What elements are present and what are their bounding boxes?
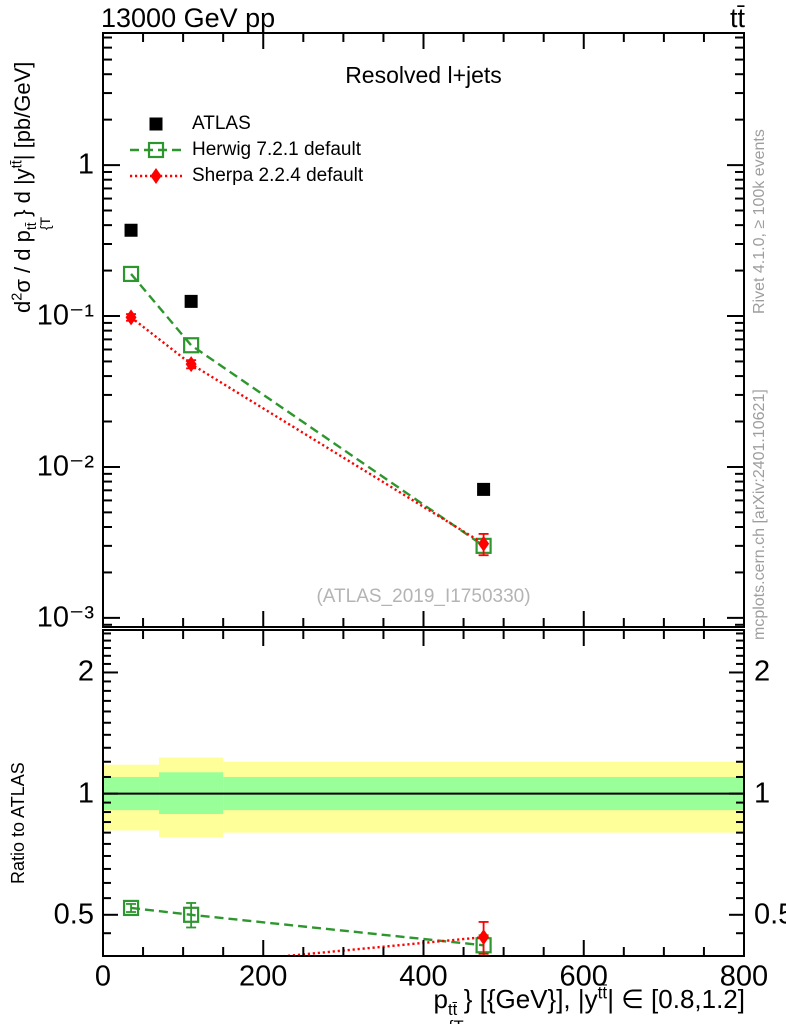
ratio-y-tick-label-right: 0.5 xyxy=(754,898,786,931)
legend-label: Herwig 7.2.1 default xyxy=(192,139,361,160)
ratio-y-tick-label-left: 0.5 xyxy=(53,898,94,931)
ratio-y-tick-label-left: 2 xyxy=(77,655,94,688)
x-tick-label: 400 xyxy=(399,960,448,993)
main-y-tick-label: 10⁻³ xyxy=(36,601,94,634)
x-axis-label: ptt̄{T} [{GeV}], |ytt̄| ∈ [0.8,1.2] xyxy=(433,982,746,1024)
main-y-tick-label: 1 xyxy=(77,148,94,181)
ratio-y-tick-label-left: 1 xyxy=(77,777,94,810)
legend-item-herwig: Herwig 7.2.1 default xyxy=(128,137,363,163)
ratio-y-axis-label: Ratio to ATLAS xyxy=(8,762,28,884)
legend: ATLAS Herwig 7.2.1 default Sherpa 2.2.4 … xyxy=(128,111,363,189)
x-tick-label: 200 xyxy=(239,960,288,993)
process-title: tt̄ xyxy=(729,3,745,33)
series-group xyxy=(122,899,492,955)
x-tick-label: 600 xyxy=(559,960,608,993)
legend-item-atlas: ATLAS xyxy=(128,111,363,137)
rivet-version-text: Rivet 4.1.0, ≥ 100k events xyxy=(751,129,768,314)
main-y-tick-label: 10⁻¹ xyxy=(36,299,94,332)
x-tick-label: 800 xyxy=(719,960,769,993)
beam-energy-title: 13000 GeV pp xyxy=(101,3,276,33)
analysis-watermark: (ATLAS_2019_I1750330) xyxy=(316,586,531,607)
legend-item-sherpa: Sherpa 2.2.4 default xyxy=(128,163,363,189)
atlas-marker-icon xyxy=(149,117,163,131)
legend-label: ATLAS xyxy=(192,113,251,134)
trend-line xyxy=(130,273,485,547)
x-tick-label: 0 xyxy=(94,960,112,993)
herwig-marker-icon xyxy=(130,141,182,159)
mcplots-credit-text: mcplots.cern.ch [arXiv:2401.10621] xyxy=(751,389,768,640)
sherpa-marker-icon xyxy=(130,168,182,184)
series-group xyxy=(122,223,492,557)
axis-ticks xyxy=(102,33,745,956)
ratio-y-tick-label-right: 2 xyxy=(754,655,771,688)
ratio-y-tick-label-right: 1 xyxy=(754,777,771,810)
main-y-axis-label: d2σ / d p tt̄ {T} d |ytt̄| [pb/GeV] xyxy=(9,61,54,313)
legend-label: Sherpa 2.2.4 default xyxy=(192,165,364,186)
ratio-uncertainty-bands xyxy=(103,757,744,838)
plot-title: Resolved l+jets xyxy=(345,62,502,88)
main-y-tick-label: 10⁻² xyxy=(36,450,94,483)
